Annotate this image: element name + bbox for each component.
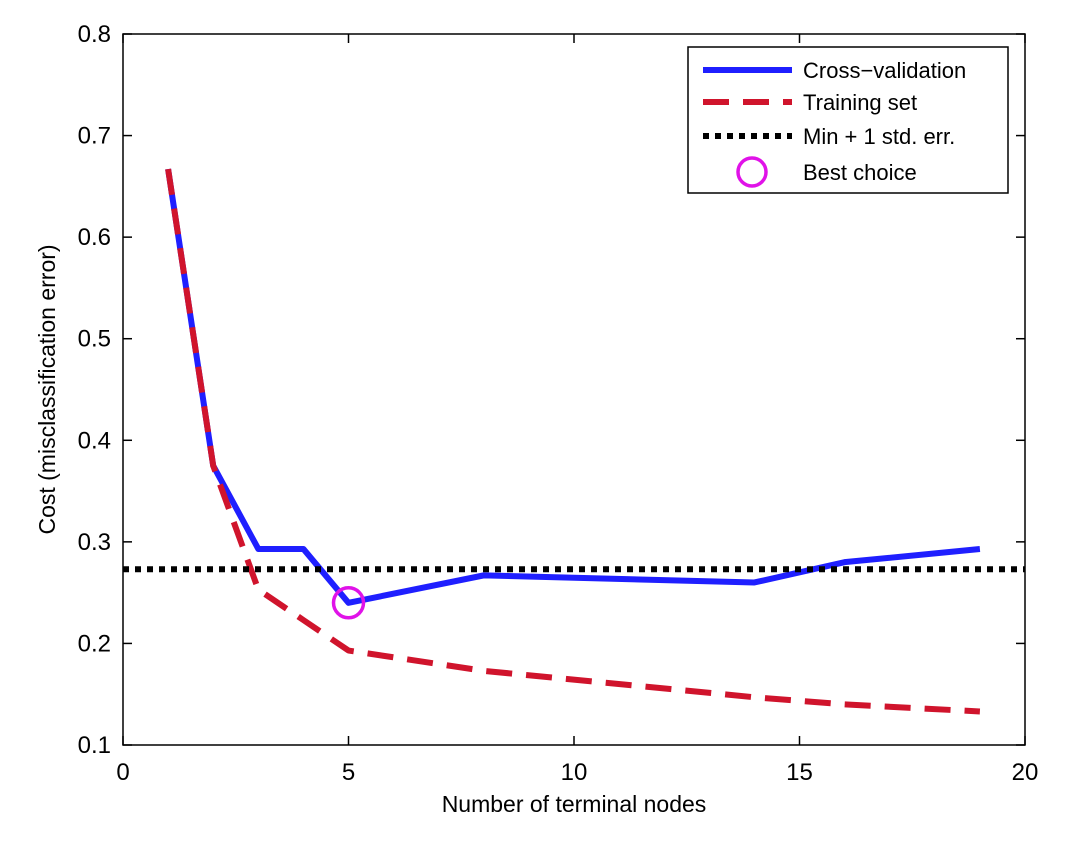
legend-label-cross-validation: Cross−validation	[803, 58, 966, 83]
best-choice-marker	[331, 586, 366, 620]
ticks-layer: 0 5 10 15 20 0.1 0.2 0.3 0.4 0.5 0.6 0.7 0.8	[78, 21, 1039, 786]
x-tick-label: 20	[1012, 759, 1039, 786]
y-tick-label: 0.2	[78, 630, 111, 657]
legend-label-best-choice: Best choice	[803, 160, 917, 185]
y-tick-label: 0.7	[78, 123, 111, 150]
legend-label-min-plus-std-err: Min + 1 std. err.	[803, 124, 955, 149]
y-tick-label: 0.8	[78, 21, 111, 48]
series-layer	[123, 168, 1025, 715]
legend-swatch-best-choice	[736, 156, 768, 188]
y-tick-label: 0.5	[78, 326, 111, 353]
x-tick-label: 10	[561, 759, 588, 786]
series-line-cross-validation	[165, 168, 981, 606]
y-tick-label: 0.6	[78, 224, 111, 251]
y-tick-label: 0.4	[78, 427, 111, 454]
y-tick-label: 0.3	[78, 529, 111, 556]
x-tick-label: 0	[116, 759, 129, 786]
y-axis-title: Cost (misclassification error)	[34, 244, 60, 534]
x-axis-title: Number of terminal nodes	[442, 791, 707, 817]
legend-label-training-set: Training set	[803, 90, 917, 115]
legend: Cross−validation Training set Min + 1 st…	[687, 46, 1009, 194]
series-line-training-set	[165, 168, 981, 715]
x-tick-label: 15	[786, 759, 813, 786]
y-tick-label: 0.1	[78, 732, 111, 759]
x-tick-label: 5	[342, 759, 355, 786]
